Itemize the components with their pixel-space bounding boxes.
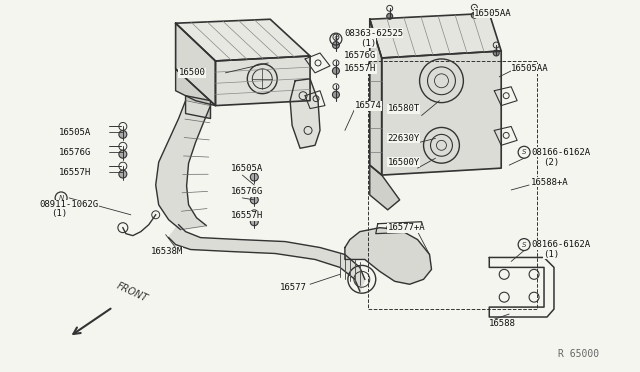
Text: R 65000: R 65000 [557, 349, 599, 359]
Text: 16500: 16500 [179, 68, 205, 77]
Text: 16538M: 16538M [151, 247, 183, 256]
Circle shape [250, 218, 259, 226]
Circle shape [250, 173, 259, 181]
Polygon shape [216, 56, 310, 106]
Text: S: S [522, 149, 526, 155]
Text: 08166-6162A: 08166-6162A [531, 240, 590, 249]
Text: 16557H: 16557H [230, 211, 262, 220]
Text: 16557H: 16557H [344, 64, 376, 73]
Text: (1): (1) [360, 39, 376, 48]
Text: 16577+A: 16577+A [388, 223, 426, 232]
Text: 16577: 16577 [280, 283, 307, 292]
Polygon shape [175, 69, 216, 106]
Circle shape [119, 131, 127, 138]
Text: FRONT: FRONT [115, 281, 149, 304]
Polygon shape [169, 225, 365, 291]
Text: 16576G: 16576G [230, 187, 262, 196]
Text: 16505AA: 16505AA [511, 64, 548, 73]
Text: 08911-1062G: 08911-1062G [39, 201, 99, 209]
Text: S: S [333, 36, 338, 42]
Circle shape [250, 196, 259, 204]
Circle shape [332, 91, 339, 98]
Circle shape [119, 150, 127, 158]
Text: 16505A: 16505A [59, 128, 92, 137]
Polygon shape [186, 96, 211, 119]
Text: 16576G: 16576G [59, 148, 92, 157]
Circle shape [332, 42, 339, 48]
Text: 16505A: 16505A [230, 164, 262, 173]
Bar [368, 61, 537, 309]
Text: 16574: 16574 [355, 101, 381, 110]
Text: 16588: 16588 [489, 320, 516, 328]
Polygon shape [370, 19, 381, 175]
Polygon shape [290, 79, 320, 148]
Text: 16500Y: 16500Y [388, 158, 420, 167]
Text: (2): (2) [543, 158, 559, 167]
Text: 16588+A: 16588+A [531, 177, 569, 186]
Text: S: S [522, 241, 526, 247]
Text: N: N [58, 195, 64, 201]
Text: 16576G: 16576G [344, 51, 376, 61]
Text: 08363-62525: 08363-62525 [344, 29, 403, 38]
Text: (1): (1) [51, 209, 67, 218]
Circle shape [471, 12, 477, 18]
Polygon shape [345, 228, 431, 284]
Polygon shape [381, 51, 501, 175]
Text: 16505AA: 16505AA [474, 9, 512, 18]
Polygon shape [175, 19, 310, 61]
Text: 08166-6162A: 08166-6162A [531, 148, 590, 157]
Circle shape [119, 170, 127, 178]
Polygon shape [370, 13, 501, 58]
Text: (1): (1) [543, 250, 559, 259]
Text: 16557H: 16557H [59, 168, 92, 177]
Circle shape [493, 50, 499, 56]
Polygon shape [175, 23, 216, 106]
Circle shape [332, 67, 339, 74]
Circle shape [387, 13, 393, 19]
Text: 16580T: 16580T [388, 104, 420, 113]
Polygon shape [156, 101, 211, 230]
Polygon shape [370, 165, 399, 210]
Text: 22630Y: 22630Y [388, 134, 420, 143]
